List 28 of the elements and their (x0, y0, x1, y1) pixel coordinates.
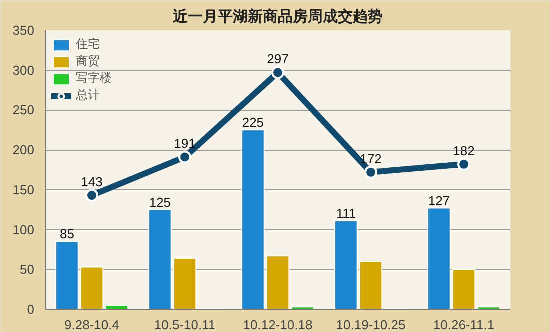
x-tick-label: 10.12-10.18 (243, 318, 313, 332)
y-tick-label: 250 (12, 102, 35, 118)
x-tick-label: 10.26-11.1 (433, 318, 495, 332)
data-label: 225 (242, 115, 264, 130)
data-label: 143 (81, 174, 103, 190)
data-label: 182 (453, 143, 475, 158)
y-tick-label: 300 (12, 62, 35, 78)
data-label: 127 (428, 193, 450, 208)
y-tick-label: 0 (27, 302, 35, 317)
legend-label: 写字楼 (76, 70, 112, 87)
data-label: 111 (336, 206, 356, 222)
data-label: 172 (360, 151, 382, 166)
legend-label: 住宅 (76, 36, 100, 53)
x-tick-label: 9.28-10.4 (64, 318, 120, 332)
legend-label: 商贸 (76, 53, 100, 70)
y-tick-label: 350 (12, 23, 35, 38)
x-tick-label: 10.5-10.11 (154, 318, 216, 332)
data-label: 125 (149, 194, 172, 210)
chart-title: 近一月平湖新商品房周成交趋势 (172, 8, 383, 26)
y-tick-label: 50 (20, 262, 35, 278)
x-tick-label: 10.19-10.25 (336, 318, 406, 332)
data-label: 191 (174, 136, 196, 152)
y-tick-label: 150 (12, 182, 35, 198)
y-tick-label: 100 (12, 222, 35, 238)
legend-label: 总计 (76, 87, 100, 104)
data-label: 297 (267, 52, 289, 67)
y-tick-label: 200 (12, 142, 35, 158)
data-label: 85 (60, 226, 74, 242)
